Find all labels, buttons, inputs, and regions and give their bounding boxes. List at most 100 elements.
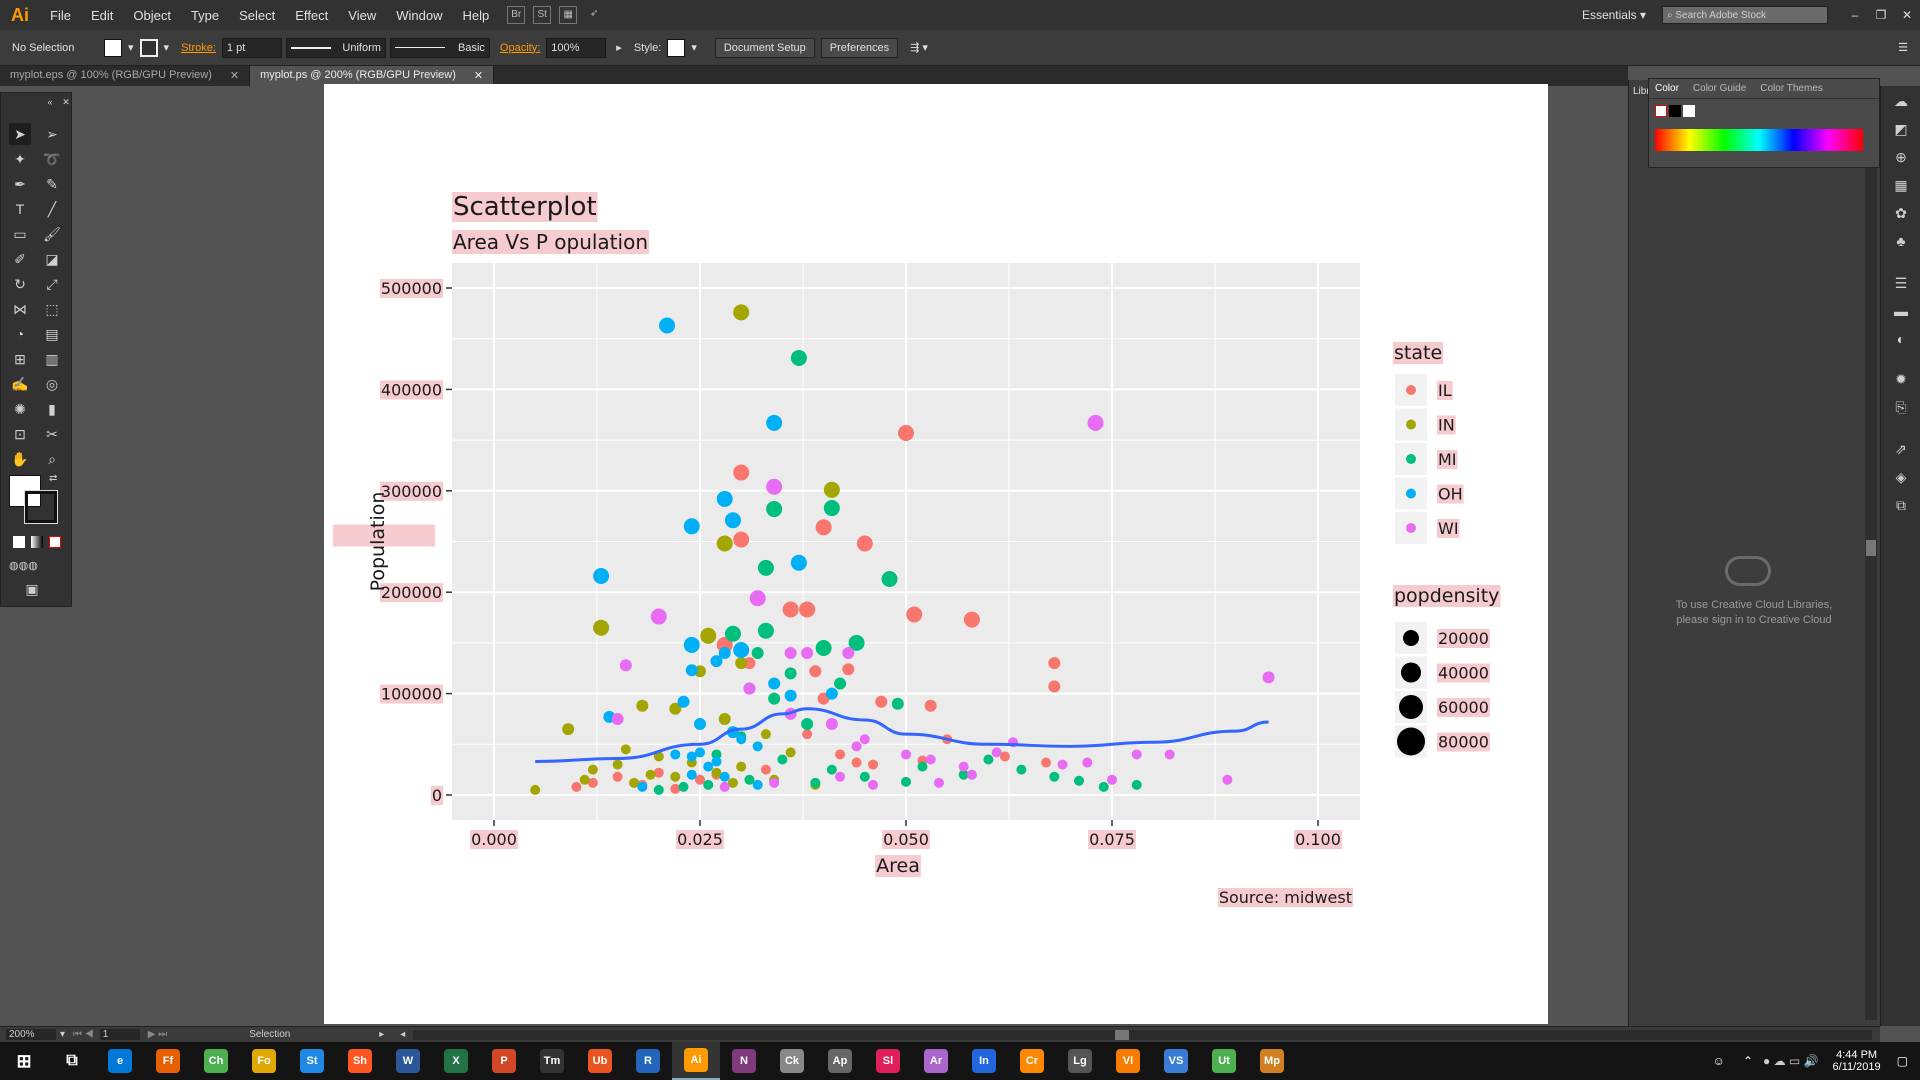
line-tool-icon[interactable]: ╱ (47, 201, 57, 217)
mesh-tool-icon[interactable]: ⊞ (14, 351, 26, 367)
hand-tool-icon[interactable]: ✋ (11, 451, 29, 467)
taskbar-app-icon[interactable]: e (96, 1042, 144, 1080)
artboards-dock-icon[interactable]: ⧉ (1896, 497, 1906, 513)
close-icon[interactable]: ✕ (1901, 8, 1913, 22)
opacity-field[interactable]: 100% (546, 37, 607, 58)
taskbar-app-icon[interactable]: Ai (672, 1042, 720, 1080)
workspace-switcher[interactable]: Essentials ▾ (1581, 8, 1646, 22)
gpu-rocket-icon[interactable]: ➶ (590, 8, 599, 19)
taskbar-app-icon[interactable]: Ub (576, 1042, 624, 1080)
menu-file[interactable]: File (50, 7, 71, 23)
shape-builder-tool-icon[interactable]: ◔ (15, 326, 25, 342)
stroke-dropdown-icon[interactable]: ▾ (163, 42, 170, 54)
gradient-tool-icon[interactable]: ▥ (45, 351, 59, 367)
export-dock-icon[interactable]: ⇗ (1895, 441, 1907, 457)
taskbar-app-icon[interactable]: Lg (1056, 1042, 1104, 1080)
menu-effect[interactable]: Effect (295, 7, 329, 23)
taskbar-app-icon[interactable]: X (432, 1042, 480, 1080)
menu-view[interactable]: View (348, 7, 377, 23)
graphic-style-swatch[interactable] (667, 38, 686, 57)
stock-search-box[interactable]: ⌕ Search Adobe Stock (1662, 6, 1828, 24)
panel-collapse-icon[interactable]: « (47, 97, 53, 107)
menu-window[interactable]: Window (396, 7, 443, 23)
paintbrush-tool-icon[interactable]: 🖌 (43, 226, 61, 242)
taskbar-app-icon[interactable]: Fo (240, 1042, 288, 1080)
fill-dropdown-icon[interactable]: ▾ (128, 42, 134, 54)
taskbar-app-icon[interactable]: Ch (192, 1042, 240, 1080)
stroke-dock-icon[interactable]: ☰ (1894, 275, 1908, 291)
tray-chevron-icon[interactable]: ⌃ (1742, 1054, 1753, 1068)
magic-wand-tool-icon[interactable]: ✦ (14, 151, 26, 167)
properties-dock-icon[interactable]: ◩ (1894, 121, 1908, 137)
horizontal-scroll-thumb[interactable] (1115, 1029, 1130, 1040)
column-graph-tool-icon[interactable]: ▮ (48, 401, 56, 417)
taskbar-app-icon[interactable]: Tm (528, 1042, 576, 1080)
curvature-tool-icon[interactable]: ✎ (46, 176, 58, 192)
appearance-dock-icon[interactable]: ✹ (1895, 371, 1907, 387)
tab-myplot-eps[interactable]: myplot.eps @ 100% (RGB/GPU Preview) ✕ (0, 66, 251, 86)
preferences-button[interactable]: Preferences (820, 37, 899, 58)
brush-definition[interactable]: Basic (389, 37, 490, 58)
swap-fill-stroke-icon[interactable]: ⇄ (49, 473, 58, 484)
task-view-icon[interactable]: ⧉ (66, 1052, 78, 1069)
white-swatch[interactable] (1683, 105, 1695, 117)
artboard-next-icons[interactable]: ▶ ⏭ (147, 1029, 168, 1040)
fill-swatch[interactable] (104, 38, 122, 57)
free-transform-tool-icon[interactable]: ⬚ (45, 301, 59, 317)
tab-color-themes[interactable]: Color Themes (1760, 83, 1823, 94)
taskbar-app-icon[interactable]: Sl (864, 1042, 912, 1080)
taskbar-app-icon[interactable]: In (960, 1042, 1008, 1080)
gradient-dock-icon[interactable]: ▬ (1894, 303, 1908, 319)
tab-myplot-ps[interactable]: myplot.ps @ 200% (RGB/GPU Preview) ✕ (250, 66, 495, 86)
arrange-documents-icon[interactable]: ▦ (559, 6, 578, 24)
swatches-dock-icon[interactable]: ⊕ (1895, 149, 1907, 165)
close-tab-icon[interactable]: ✕ (473, 70, 484, 82)
stroke-label[interactable]: Stroke: (181, 41, 216, 54)
symbol-sprayer-tool-icon[interactable]: ✺ (14, 401, 26, 417)
taskbar-app-icon[interactable]: Sh (336, 1042, 384, 1080)
variable-width-profile[interactable]: Uniform (285, 37, 386, 58)
symbols-dock-icon[interactable]: ✿ (1895, 205, 1907, 221)
taskbar-app-icon[interactable]: Ck (768, 1042, 816, 1080)
width-tool-icon[interactable]: ⋈ (13, 301, 27, 317)
style-dropdown-icon[interactable]: ▾ (691, 42, 697, 54)
color-mode-icon[interactable] (13, 536, 25, 548)
zoom-tool-icon[interactable]: ⌕ (48, 451, 56, 467)
taskbar-app-icon[interactable]: R (624, 1042, 672, 1080)
close-tab-icon[interactable]: ✕ (229, 70, 240, 82)
panel-menu-icon[interactable]: ☰ (1898, 42, 1908, 54)
libraries-dock-icon[interactable]: ☁ (1894, 93, 1908, 109)
scale-tool-icon[interactable]: ⤢ (46, 276, 58, 292)
document-setup-button[interactable]: Document Setup (714, 37, 815, 58)
none-swatch[interactable] (1655, 105, 1667, 117)
links-dock-icon[interactable]: ⎘ (1895, 399, 1907, 415)
taskbar-app-icon[interactable]: Ap (816, 1042, 864, 1080)
direct-selection-tool-icon[interactable]: ➢ (46, 126, 58, 142)
shaper-tool-icon[interactable]: ✐ (14, 251, 26, 267)
clock[interactable]: 4:44 PM 6/11/2019 (1833, 1049, 1881, 1073)
menu-object[interactable]: Object (133, 7, 171, 23)
eyedropper-tool-icon[interactable]: ✍ (11, 376, 29, 392)
blend-tool-icon[interactable]: ◎ (45, 376, 59, 392)
stroke-swatch[interactable] (139, 38, 158, 57)
taskbar-app-icon[interactable]: Mp (1248, 1042, 1296, 1080)
taskbar-app-icon[interactable]: Ar (912, 1042, 960, 1080)
taskbar-app-icon[interactable]: W (384, 1042, 432, 1080)
panel-scrollbar[interactable] (1865, 160, 1877, 1020)
perspective-grid-tool-icon[interactable]: ▤ (45, 326, 59, 342)
pen-tool-icon[interactable]: ✒ (14, 176, 26, 192)
menu-edit[interactable]: Edit (90, 7, 114, 23)
rotate-tool-icon[interactable]: ↻ (14, 276, 26, 292)
stroke-color-swatch[interactable] (24, 490, 58, 524)
graphic-styles-dock-icon[interactable]: ♣ (1896, 233, 1906, 249)
rectangle-tool-icon[interactable]: ▭ (13, 226, 27, 242)
status-menu-icon[interactable]: ▸ (379, 1029, 385, 1040)
taskbar-app-icon[interactable]: P (480, 1042, 528, 1080)
taskbar-app-icon[interactable]: N (720, 1042, 768, 1080)
artboard-tool-icon[interactable]: ⊡ (14, 426, 26, 442)
screen-mode-icon[interactable]: ▣ (25, 581, 39, 597)
drawing-modes-icon[interactable]: ◍◍◍ (9, 560, 38, 572)
libraries-tab-label[interactable]: Libr (1633, 86, 1650, 97)
taskbar-app-icon[interactable]: Cr (1008, 1042, 1056, 1080)
lasso-tool-icon[interactable]: ➰ (43, 151, 61, 167)
